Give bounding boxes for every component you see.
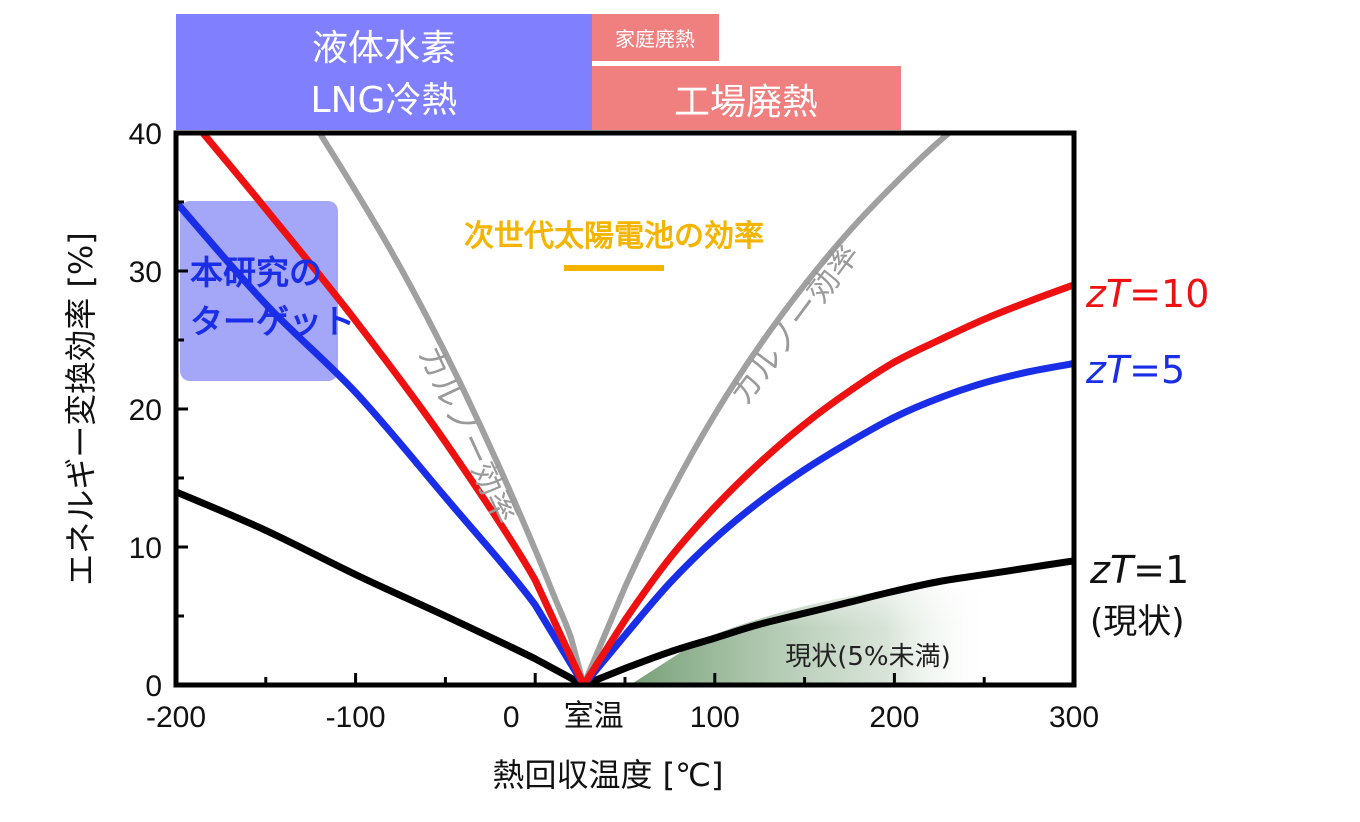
cold-band — [176, 14, 592, 130]
series-line-2 — [199, 133, 1074, 685]
factory-heat-band — [592, 66, 901, 130]
current-region: 現状(5%未満) — [630, 588, 1000, 685]
label-zt1: zT=1 — [1089, 548, 1189, 592]
series-labels: zT=10 zT=5 zT=1 (現状) — [1085, 272, 1209, 642]
x-tick-label: 0 — [503, 701, 520, 734]
y-axis-label: エネルギー変換効率 [%] — [62, 232, 100, 586]
temperature-bands: 液体水素 LNG冷熱 家庭廃熱 工場廃熱 — [176, 14, 901, 130]
target-label-line1: 本研究の — [190, 253, 322, 292]
room-temp-label: 室温 — [564, 699, 624, 734]
series-line-1 — [580, 133, 954, 685]
label-zt5-var: zT — [1085, 348, 1132, 392]
label-zt1-val: =1 — [1133, 548, 1189, 592]
series-line-0 — [316, 133, 587, 685]
label-zt10-var: zT — [1085, 272, 1132, 316]
x-axis-label: 熱回収温度 [℃] — [492, 756, 723, 794]
label-zt10-val: =10 — [1129, 272, 1209, 316]
y-tick-label: 0 — [145, 670, 162, 703]
label-zt1-var: zT — [1089, 548, 1136, 592]
series-layer — [176, 133, 1074, 685]
label-zt1-sub: (現状) — [1090, 602, 1185, 642]
home-heat-label: 家庭廃熱 — [615, 27, 695, 51]
home-heat-band — [592, 14, 719, 61]
factory-heat-label: 工場廃熱 — [674, 82, 818, 123]
current-region-label: 現状(5%未満) — [785, 642, 951, 672]
label-zt5-val: =5 — [1129, 348, 1185, 392]
solar-label: 次世代太陽電池の効率 — [464, 219, 764, 254]
carnot-label-right: カルノー効率 — [722, 236, 867, 413]
label-zt5: zT=5 — [1085, 348, 1185, 392]
series-line-4 — [176, 488, 1074, 685]
solar-annotation: 次世代太陽電池の効率 — [464, 219, 764, 271]
carnot-label-left: カルノー効率 — [410, 340, 525, 530]
cold-band-line2: LNG冷熱 — [311, 80, 458, 121]
y-tick-label: 40 — [129, 118, 162, 151]
label-zt10: zT=10 — [1085, 272, 1209, 316]
x-tick-label: 100 — [690, 701, 740, 734]
series-line-3 — [176, 198, 1074, 685]
x-tick-label: -200 — [146, 701, 206, 734]
y-tick-label: 30 — [129, 256, 162, 289]
x-tick-label: 300 — [1049, 701, 1099, 734]
target-label-line2: ターゲット — [190, 302, 355, 341]
x-tick-label: 200 — [869, 701, 919, 734]
x-tick-label: -100 — [326, 701, 386, 734]
axis-ticks: -200 -100 0 100 200 300 0 10 20 30 40 — [129, 118, 1099, 734]
cold-band-line1: 液体水素 — [312, 28, 456, 69]
y-tick-label: 20 — [129, 394, 162, 427]
y-tick-label: 10 — [129, 532, 162, 565]
